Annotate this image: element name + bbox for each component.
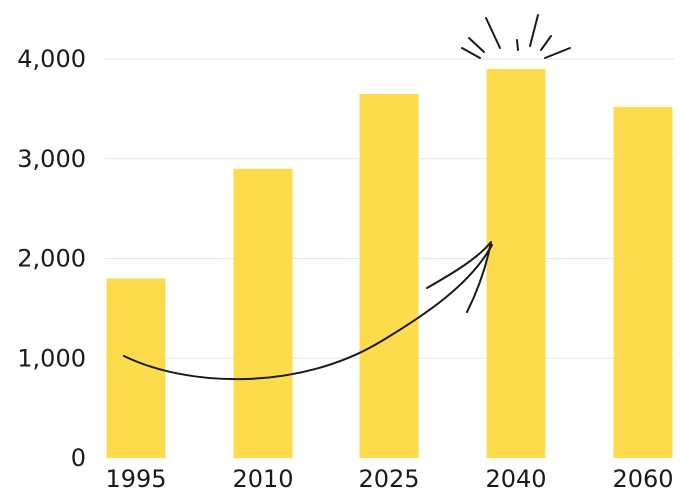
x-tick-label: 2025 [358,465,419,493]
bar-2025 [359,93,419,458]
burst-ray [516,39,519,51]
x-tick-label: 2060 [612,465,673,493]
bar-2010 [233,168,293,458]
highlight-burst-icon [461,14,571,59]
x-tick-label: 1995 [105,465,166,493]
burst-ray [544,47,571,59]
bar-2040 [486,68,546,458]
growth-arrow-curve [123,244,493,381]
y-tick-label: 4,000 [17,45,86,73]
annotations [123,14,571,381]
burst-ray [540,35,552,51]
burst-ray [468,37,485,53]
bars [106,68,673,458]
x-axis-tick-labels: 1995 2010 2025 2040 2060 [105,465,673,493]
y-tick-label: 0 [71,444,86,472]
x-tick-label: 2040 [485,465,546,493]
burst-ray [485,17,501,49]
burst-ray [529,14,539,47]
growth-arrowhead [426,241,492,313]
y-tick-label: 2,000 [17,245,86,273]
y-tick-label: 1,000 [17,344,86,372]
y-axis-tick-labels: 0 1,000 2,000 3,000 4,000 [17,45,86,472]
x-tick-label: 2010 [232,465,293,493]
y-tick-label: 3,000 [17,145,86,173]
burst-ray [461,47,481,59]
bar-2060 [613,106,673,458]
